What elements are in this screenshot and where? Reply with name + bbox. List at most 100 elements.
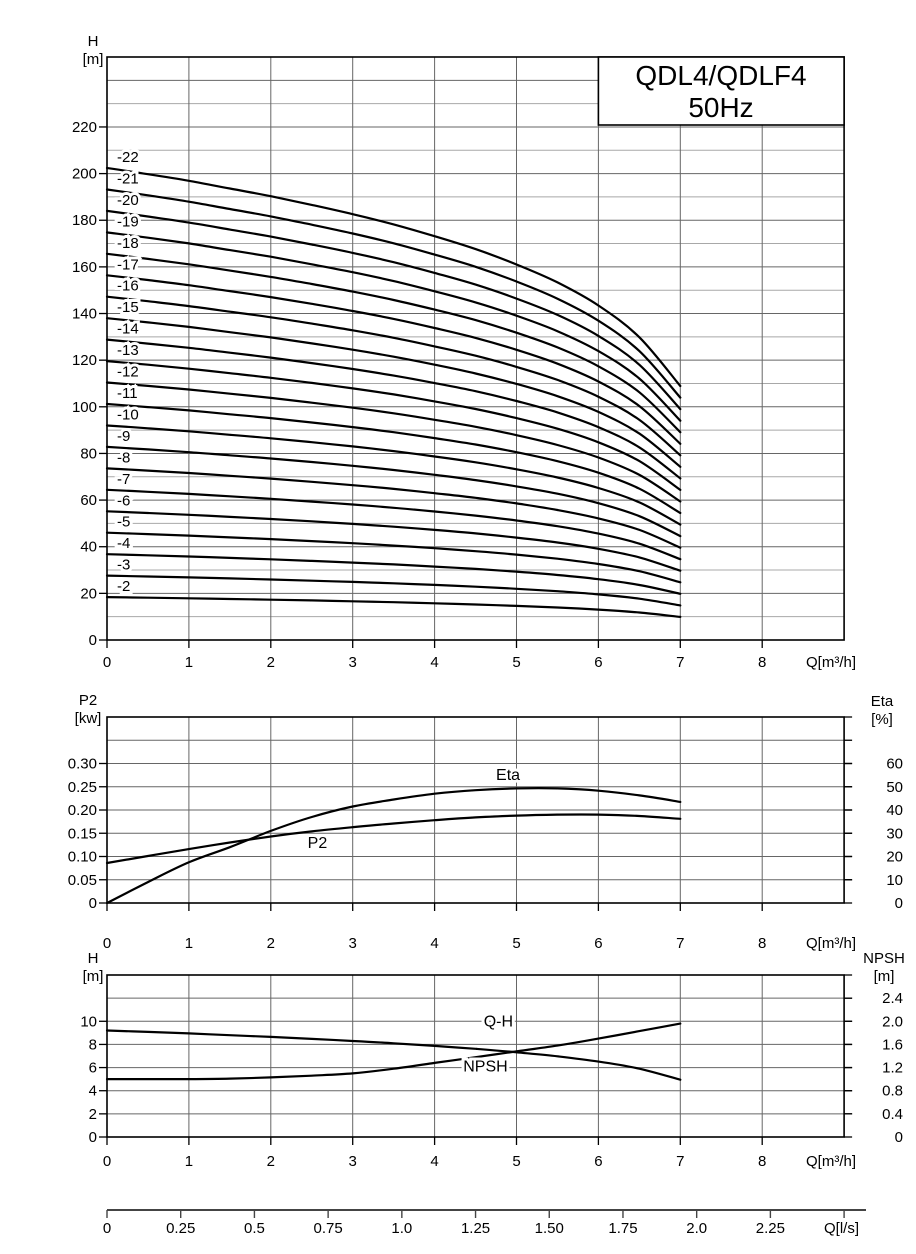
curve-label--17: -17 bbox=[117, 256, 139, 273]
y-tick-label: 100 bbox=[72, 399, 97, 416]
right-tick-label: 50 bbox=[886, 779, 903, 796]
x-tick-label: 6 bbox=[594, 1153, 602, 1170]
chart-qh-npsh-gridlines bbox=[107, 975, 845, 1137]
y-tick-label: 120 bbox=[72, 352, 97, 369]
chart2-left-axis-unit: [kw] bbox=[75, 710, 102, 727]
right-tick-label: 0 bbox=[895, 1129, 903, 1146]
x-tick-label: 5 bbox=[512, 1153, 520, 1170]
x-tick-label: 3 bbox=[349, 1153, 357, 1170]
curve--22 bbox=[105, 166, 682, 388]
y-tick-label: 10 bbox=[80, 1013, 97, 1030]
chart-qh-npsh: 0 2 4 6 8 10 0 0.4 0.8 1.2 1.6 2.0 2.4 0 1 2 3 4 5 6 7 8 Q-H NP… bbox=[80, 974, 903, 1170]
x-tick-label: 8 bbox=[758, 654, 766, 671]
curve--18 bbox=[105, 252, 682, 434]
curve--13 bbox=[105, 360, 682, 491]
chart3-right-axis-name: NPSH bbox=[863, 950, 905, 967]
chart1-left-axis-header: H [m] bbox=[83, 33, 104, 68]
y-tick-label: 140 bbox=[72, 306, 97, 323]
curve-label-NPSH: NPSH bbox=[463, 1059, 507, 1076]
curve--17 bbox=[105, 274, 682, 445]
y-tick-label: 80 bbox=[80, 445, 97, 462]
chart-power-efficiency-curves bbox=[105, 787, 682, 905]
right-tick-label: 2.4 bbox=[882, 990, 903, 1007]
right-tick-label: 10 bbox=[886, 872, 903, 889]
right-tick-label: 0 bbox=[895, 895, 903, 912]
curve-label--10: -10 bbox=[117, 406, 139, 423]
curve--9 bbox=[105, 445, 682, 538]
chart-qh-npsh-x-axis: 0 1 2 3 4 5 6 7 8 bbox=[103, 1137, 766, 1170]
chart-power-efficiency-right-axis: 0 10 20 30 40 50 60 bbox=[844, 716, 903, 912]
curve-label--3: -3 bbox=[117, 557, 130, 574]
flow-axis-label: Q[l/s] bbox=[824, 1220, 859, 1237]
x-tick-label: 1 bbox=[185, 935, 193, 952]
curve--14 bbox=[105, 338, 682, 480]
chart1-y-axis-name: H bbox=[88, 33, 99, 50]
y-tick-label: 180 bbox=[72, 212, 97, 229]
x-tick-label: 1 bbox=[185, 654, 193, 671]
chart-qh-npsh-frame bbox=[106, 974, 845, 1138]
curve-label--20: -20 bbox=[117, 192, 139, 209]
chart-head-curves-frame bbox=[106, 56, 845, 641]
chart3-left-axis-unit: [m] bbox=[83, 968, 104, 985]
y-tick-label: 0 bbox=[89, 895, 97, 912]
flow-tick-label: 1.75 bbox=[608, 1220, 637, 1237]
curve-Eta bbox=[105, 787, 682, 905]
chart3-right-axis-unit: [m] bbox=[874, 968, 895, 985]
y-tick-label: 0.20 bbox=[68, 802, 97, 819]
x-tick-label: 7 bbox=[676, 1153, 684, 1170]
chart-head-curves-left-axis: 0 20 40 60 80 100 120 140 160 180 200 220 bbox=[72, 119, 107, 649]
figure-title: QDL4/QDLF4 bbox=[635, 60, 806, 91]
chart-power-efficiency: 0 0.05 0.10 0.15 0.20 0.25 0.30 0 10 20 30 40 50 60 0 1… bbox=[68, 716, 903, 952]
curve--15 bbox=[105, 317, 682, 468]
curve--20 bbox=[105, 209, 682, 411]
y-tick-label: 0.30 bbox=[68, 756, 97, 773]
chart3-left-axis-header: H [m] bbox=[83, 950, 104, 985]
curve-label--14: -14 bbox=[117, 321, 139, 338]
x-tick-label: 3 bbox=[349, 935, 357, 952]
curve-label--11: -11 bbox=[117, 385, 138, 402]
curve--6 bbox=[105, 510, 682, 572]
y-tick-label: 0 bbox=[89, 632, 97, 649]
title-box-frame bbox=[597, 56, 845, 126]
curve-P2 bbox=[105, 813, 682, 865]
chart-qh-npsh-curves bbox=[105, 1022, 682, 1081]
right-tick-label: 1.2 bbox=[882, 1060, 903, 1077]
curve-label-P2: P2 bbox=[308, 835, 328, 852]
x-tick-label: 6 bbox=[594, 654, 602, 671]
chart2-right-axis-name: Eta bbox=[871, 693, 894, 710]
x-tick-label: 5 bbox=[512, 935, 520, 952]
curve-label--8: -8 bbox=[117, 449, 130, 466]
x-tick-label: 1 bbox=[185, 1153, 193, 1170]
y-tick-label: 6 bbox=[89, 1060, 97, 1077]
curve-label--19: -19 bbox=[117, 213, 139, 230]
right-tick-label: 2.0 bbox=[882, 1013, 903, 1030]
flow-tick-label: 0.75 bbox=[314, 1220, 343, 1237]
chart1-x-axis-label: Q[m³/h] bbox=[806, 654, 856, 671]
x-tick-label: 4 bbox=[430, 654, 438, 671]
flow-rate-axis: 0 0.25 0.5 0.75 1.0 1.25 1.50 1.75 2.0 2.25 bbox=[103, 1209, 866, 1237]
flow-tick-label: 1.25 bbox=[461, 1220, 490, 1237]
y-tick-label: 0.15 bbox=[68, 825, 97, 842]
chart2-x-axis-label: Q[m³/h] bbox=[806, 935, 856, 952]
curve--7 bbox=[105, 488, 682, 561]
chart-qh-npsh-right-axis: 0 0.4 0.8 1.2 1.6 2.0 2.4 bbox=[844, 974, 903, 1146]
curve--10 bbox=[105, 424, 682, 526]
chart-head-curves-gridlines bbox=[107, 57, 845, 640]
x-tick-label: 8 bbox=[758, 935, 766, 952]
chart2-right-axis-header: Eta [%] bbox=[871, 693, 894, 728]
chart3-right-axis-header: NPSH [m] bbox=[863, 950, 905, 985]
y-tick-label: 60 bbox=[80, 492, 97, 509]
x-tick-label: 4 bbox=[430, 935, 438, 952]
chart3-x-axis-label: Q[m³/h] bbox=[806, 1153, 856, 1170]
y-tick-label: 0.25 bbox=[68, 779, 97, 796]
curve-label--4: -4 bbox=[117, 535, 130, 552]
curve-Q-H bbox=[105, 1029, 682, 1081]
x-tick-label: 4 bbox=[430, 1153, 438, 1170]
x-tick-label: 7 bbox=[676, 935, 684, 952]
y-tick-label: 4 bbox=[89, 1083, 97, 1100]
x-tick-label: 5 bbox=[512, 654, 520, 671]
chart3-left-axis-name: H bbox=[88, 950, 99, 967]
curve-NPSH bbox=[105, 1022, 682, 1081]
chart-head-curves-curve-labels: -2 -3 -4 -5 -6 -7 -8 -9 -10 -11 -12 -13 -14 -15 -16 -17… bbox=[114, 146, 142, 598]
curve--5 bbox=[105, 531, 682, 584]
